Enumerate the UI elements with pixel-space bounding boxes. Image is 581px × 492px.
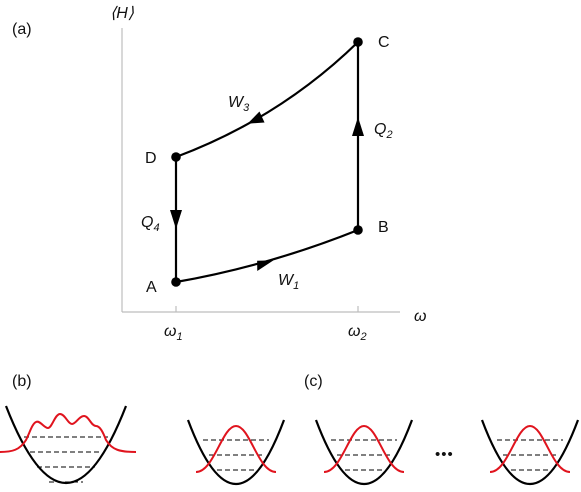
point-c: [353, 37, 363, 47]
potential-well-c1: [186, 419, 286, 485]
x-axis-label: ω: [414, 308, 426, 325]
point-b-label: B: [378, 219, 389, 236]
x-tick-label-omega1: ω1: [164, 323, 183, 343]
edge-label-w1: W1: [278, 272, 299, 292]
edge-label-w3: W3: [228, 94, 250, 114]
potential-well-c3: [480, 419, 580, 485]
panel-c-label: (c): [304, 373, 323, 390]
panel-a: (a) ⟨H⟩ ω ω1 ω2 A B C D W1 Q2 W3 Q4: [12, 5, 426, 343]
arrow-w3: [247, 111, 265, 124]
point-c-label: C: [378, 34, 390, 51]
point-d-label: D: [145, 150, 157, 167]
harmonic-well-1: [186, 419, 286, 485]
potential-well-c2: [314, 419, 414, 485]
wavefunction-c1: [195, 424, 277, 473]
panel-c: (c) •••: [186, 373, 580, 485]
edge-c-to-d: [175, 41, 359, 159]
arrow-q2: [352, 117, 364, 136]
energy-levels-b: [24, 436, 108, 483]
point-a: [171, 277, 181, 287]
panel-b-label: (b): [12, 373, 32, 390]
panel-b: (b): [0, 373, 137, 484]
wavefunction-c3: [489, 424, 571, 473]
point-a-label: A: [146, 279, 157, 296]
edge-label-q4: Q4: [141, 214, 160, 234]
arrow-q4: [170, 210, 182, 229]
harmonic-well-3: [480, 419, 580, 485]
ellipsis: •••: [435, 446, 454, 463]
panel-a-label: (a): [12, 21, 32, 38]
y-axis-label: ⟨H⟩: [110, 5, 135, 22]
x-tick-label-omega2: ω2: [348, 323, 367, 343]
point-b: [353, 225, 363, 235]
edge-a-to-b: [175, 228, 359, 284]
harmonic-well-2: [314, 419, 414, 485]
wavefunction-c2: [323, 424, 405, 473]
arrow-w1: [257, 260, 274, 271]
point-d: [171, 152, 181, 162]
edge-label-q2: Q2: [374, 121, 393, 141]
wavefunction-b: [0, 412, 137, 453]
potential-well-b: [4, 405, 128, 484]
